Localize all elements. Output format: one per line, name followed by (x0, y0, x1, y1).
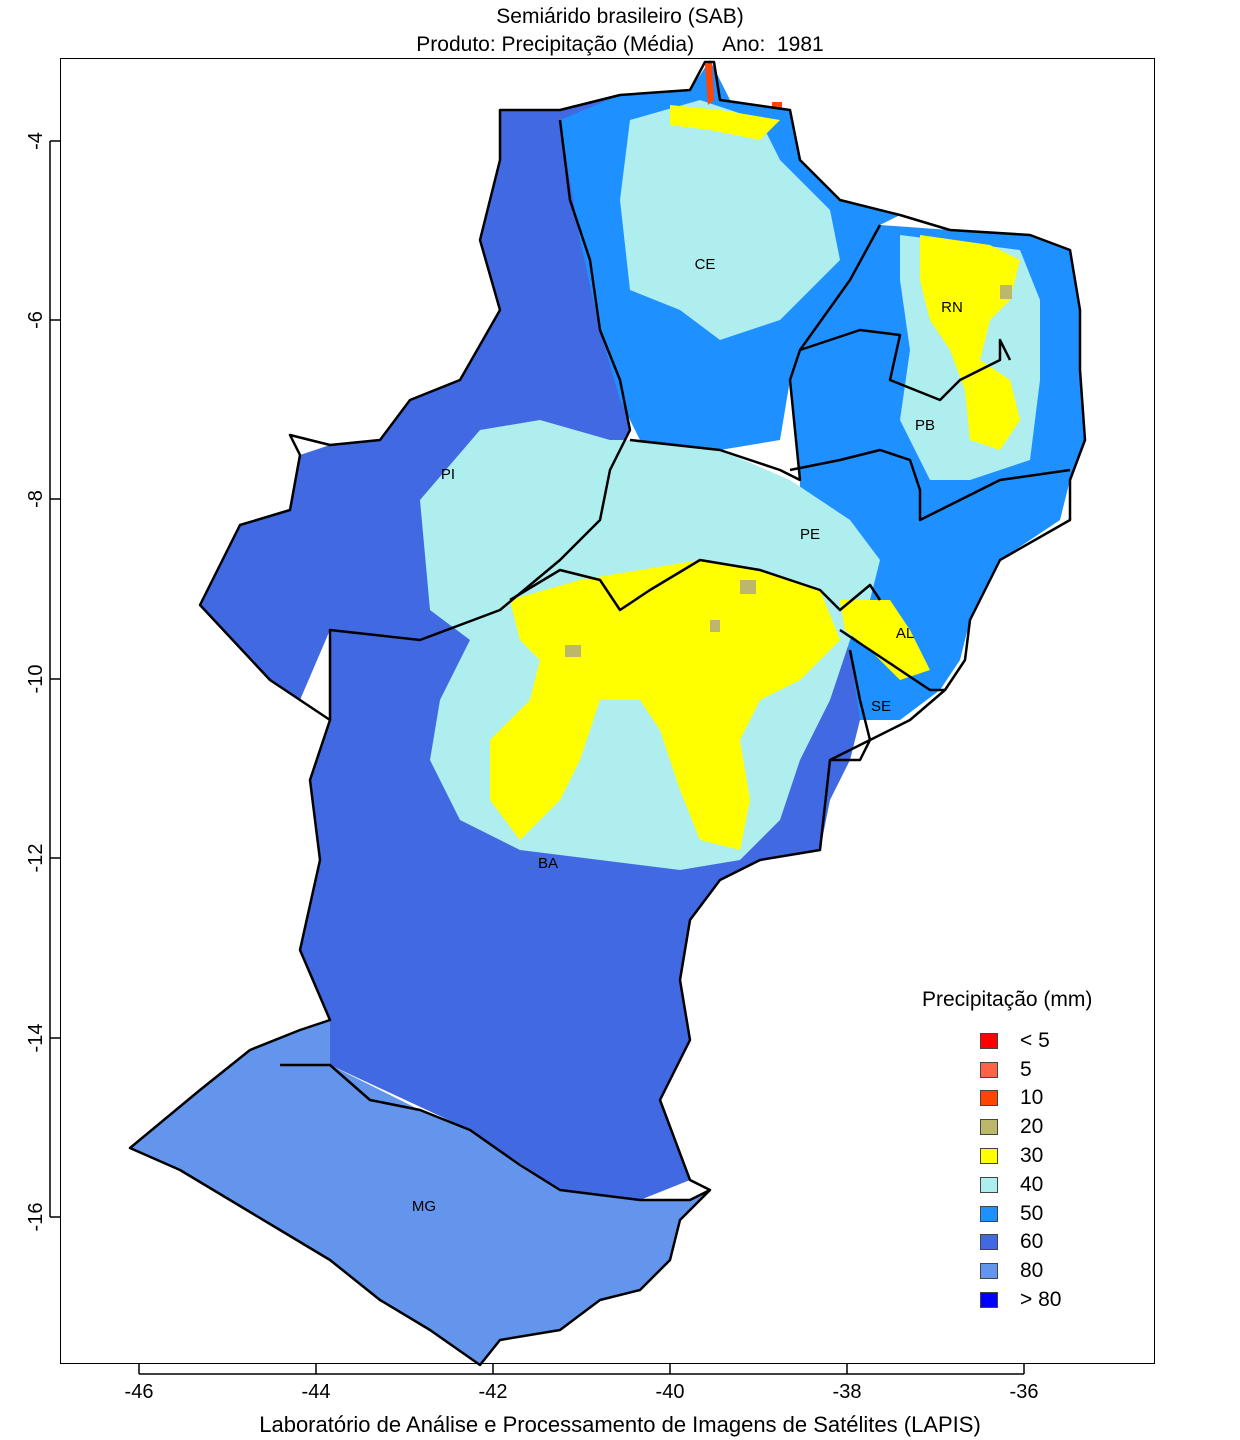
legend-label: > 80 (1020, 1288, 1062, 1311)
legend-swatch (980, 1062, 998, 1078)
map-subtitle: Produto: Precipitação (Média) Ano: 1981 (0, 32, 1240, 58)
region-yellow-ce (670, 105, 780, 140)
x-tick-label: -42 (479, 1381, 508, 1403)
legend-swatch (980, 1206, 998, 1222)
region-mg-fill (130, 1020, 710, 1365)
legend-item: 20 (980, 1114, 1043, 1140)
legend-swatch (980, 1292, 998, 1308)
border-pe-ba (509, 558, 882, 612)
region-yellow-rn (920, 235, 1020, 450)
border-pb (799, 328, 1012, 402)
state-label-se: SE (871, 698, 891, 715)
legend-swatch (980, 1119, 998, 1135)
x-tick-label: -46 (125, 1381, 154, 1403)
y-tick-label: -10 (25, 665, 47, 694)
legend-item: 5 (980, 1057, 1032, 1083)
legend-item: 30 (980, 1143, 1043, 1169)
legend-item: < 5 (980, 1028, 1050, 1054)
state-label-mg: MG (412, 1198, 436, 1215)
region-ce-dry (620, 100, 840, 340)
patch-20mm (565, 645, 581, 657)
outer-boundary (128, 60, 1087, 1367)
x-axis (138, 1364, 1025, 1375)
footer-credit: Laboratório de Análise e Processamento d… (259, 1412, 981, 1437)
y-tick-labels: -4 -6 -8 -10 -12 -14 -16 (25, 132, 47, 1231)
legend-label: 50 (1020, 1202, 1044, 1225)
state-label-pi: PI (441, 466, 455, 483)
patch-10mm (705, 62, 714, 105)
legend-label: 30 (1020, 1144, 1044, 1167)
legend-label: 40 (1020, 1173, 1044, 1196)
state-label-ce: CE (695, 256, 716, 273)
patch-20mm (1000, 285, 1012, 299)
legend-title: Precipitação (mm) (922, 988, 1093, 1011)
state-borders (128, 60, 1087, 1367)
legend-item: > 80 (980, 1287, 1061, 1313)
legend-item: 80 (980, 1258, 1043, 1284)
border-ba-mg (280, 1063, 711, 1202)
legend-item: 60 (980, 1229, 1043, 1255)
y-tick-label: -14 (25, 1024, 47, 1053)
legend-swatch (980, 1033, 998, 1049)
region-yellow-core (490, 560, 840, 850)
border-ce-pi (328, 119, 632, 720)
y-axis (49, 140, 60, 1218)
y-tick-label: -16 (25, 1203, 47, 1232)
year-label: Ano: (722, 33, 766, 56)
product-label: Produto: Precipitação (Média) (416, 33, 695, 56)
patch-20mm (740, 580, 756, 594)
legend-label: 10 (1020, 1086, 1044, 1109)
plot-frame (60, 58, 1155, 1364)
legend-swatch (980, 1090, 998, 1106)
legend-swatch (980, 1148, 998, 1164)
legend-label: 5 (1020, 1058, 1032, 1081)
y-tick-label: -12 (25, 844, 47, 873)
legend-item: 10 (980, 1085, 1043, 1111)
legend-swatch (980, 1263, 998, 1279)
legend-swatch (980, 1177, 998, 1193)
region-yellow-al (840, 600, 930, 680)
legend-label: 20 (1020, 1115, 1044, 1138)
y-tick-label: -8 (25, 490, 47, 508)
state-label-rn: RN (941, 299, 963, 316)
x-tick-label: -38 (833, 1381, 862, 1403)
y-tick-label: -6 (25, 311, 47, 329)
border-pb-pe (789, 448, 1071, 522)
patch-20mm (710, 620, 720, 632)
x-tick-labels: -46 -44 -42 -40 -38 -36 (125, 1381, 1039, 1403)
year-value: 1981 (776, 33, 824, 56)
x-tick-label: -40 (656, 1381, 685, 1403)
state-label-pe: PE (800, 526, 820, 543)
border-al (839, 628, 945, 692)
border-ce-pe (629, 224, 882, 482)
state-labels: CE RN PB PI PE AL SE BA MG (412, 256, 963, 1215)
state-label-ba: BA (538, 855, 558, 872)
legend-label: 60 (1020, 1230, 1044, 1253)
legend-label: 80 (1020, 1259, 1044, 1282)
border-se (830, 649, 872, 762)
legend-item: 50 (980, 1201, 1043, 1227)
legend-label: < 5 (1020, 1029, 1050, 1052)
map-title: Semiárido brasileiro (SAB) (496, 5, 744, 28)
legend-item: 40 (980, 1172, 1043, 1198)
x-tick-label: -36 (1010, 1381, 1039, 1403)
state-label-al: AL (896, 625, 914, 642)
x-tick-label: -44 (302, 1381, 331, 1403)
y-tick-label: -4 (25, 132, 47, 150)
state-label-pb: PB (915, 417, 935, 434)
legend-swatch (980, 1234, 998, 1250)
